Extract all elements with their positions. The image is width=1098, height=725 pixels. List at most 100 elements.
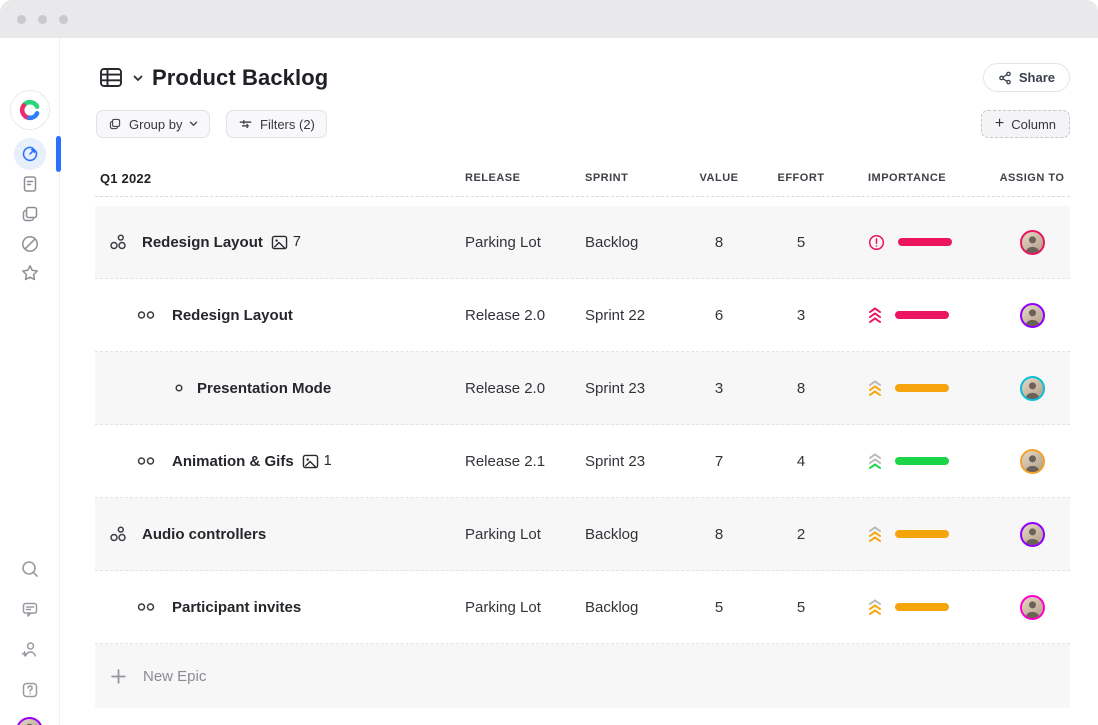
assignee-cell[interactable] xyxy=(994,375,1070,401)
sidebar-item-search[interactable] xyxy=(0,559,59,579)
effort-cell[interactable]: 5 xyxy=(796,233,806,251)
column-header-value[interactable]: VALUE xyxy=(699,172,739,184)
effort-cell[interactable]: 3 xyxy=(796,306,806,324)
value-cell[interactable]: 3 xyxy=(714,379,724,397)
assignee-cell[interactable] xyxy=(994,229,1070,255)
chevron-down-icon[interactable] xyxy=(133,75,143,82)
item-name-cell[interactable]: Redesign Layout 7 xyxy=(95,234,465,251)
table-view-icon[interactable] xyxy=(98,65,124,91)
column-header-importance[interactable]: IMPORTANCE xyxy=(868,172,947,184)
epic-icon xyxy=(110,234,126,250)
value-cell[interactable]: 5 xyxy=(714,598,724,616)
sidebar-item-notes[interactable] xyxy=(0,174,59,194)
share-button[interactable]: Share xyxy=(982,63,1070,92)
sidebar-item-favorites[interactable] xyxy=(0,263,59,283)
sidebar-item-dashboard[interactable] xyxy=(0,138,59,170)
value-cell[interactable]: 8 xyxy=(714,233,724,251)
assignee-cell[interactable] xyxy=(994,448,1070,474)
release-cell[interactable]: Parking Lot xyxy=(465,598,541,616)
assignee-cell[interactable] xyxy=(994,594,1070,620)
new-epic-row[interactable]: New Epic xyxy=(95,644,1070,708)
importance-bar xyxy=(895,457,949,465)
backlog-table: Q1 2022 RELEASE SPRINT VALUE EFFORT IMPO… xyxy=(95,160,1070,708)
release-cell[interactable]: Parking Lot xyxy=(465,233,541,251)
traffic-light-dot[interactable] xyxy=(38,14,47,24)
effort-cell[interactable]: 5 xyxy=(796,598,806,616)
item-name-cell[interactable]: Redesign Layout xyxy=(95,307,465,324)
importance-bar xyxy=(895,384,949,392)
item-type-icon xyxy=(137,453,155,469)
group-header[interactable]: Q1 2022 xyxy=(100,170,152,186)
importance-cell[interactable] xyxy=(849,525,994,543)
importance-cell[interactable] xyxy=(849,234,994,251)
add-column-button[interactable]: + Column xyxy=(980,110,1070,138)
item-name-cell[interactable]: Audio controllers xyxy=(95,526,465,543)
item-name-cell[interactable]: Presentation Mode xyxy=(95,380,465,397)
effort-cell[interactable]: 8 xyxy=(796,379,806,397)
value-cell[interactable]: 6 xyxy=(714,306,724,324)
release-cell[interactable]: Parking Lot xyxy=(465,525,541,543)
column-header-sprint[interactable]: SPRINT xyxy=(585,172,629,184)
release-cell[interactable]: Release 2.0 xyxy=(465,379,546,397)
assignee-cell[interactable] xyxy=(994,521,1070,547)
sidebar-item-help[interactable] xyxy=(0,680,59,700)
table-row[interactable]: Redesign Layout Release 2.0 Sprint 22 6 … xyxy=(95,279,1070,352)
epic-icon xyxy=(110,526,126,542)
attachment-indicator: 1 xyxy=(302,453,332,469)
release-cell[interactable]: Release 2.0 xyxy=(465,306,546,324)
image-icon xyxy=(271,235,288,249)
table-row[interactable]: Presentation Mode Release 2.0 Sprint 23 … xyxy=(95,352,1070,425)
notes-icon xyxy=(23,176,36,192)
new-epic-label: New Epic xyxy=(143,667,207,685)
table-row[interactable]: Redesign Layout 7 Parking Lot Backlog 8 … xyxy=(95,206,1070,279)
effort-cell[interactable]: 2 xyxy=(796,525,806,543)
sprint-cell[interactable]: Backlog xyxy=(585,598,639,616)
importance-cell[interactable] xyxy=(849,598,994,616)
table-body: Redesign Layout 7 Parking Lot Backlog 8 … xyxy=(95,206,1070,644)
assignee-avatar xyxy=(1019,594,1045,620)
sprint-cell[interactable]: Sprint 22 xyxy=(585,306,646,324)
sprint-cell[interactable]: Sprint 23 xyxy=(585,379,646,397)
sprint-cell[interactable]: Backlog xyxy=(585,233,639,251)
search-icon xyxy=(21,561,38,577)
effort-cell[interactable]: 4 xyxy=(796,452,806,470)
item-name: Presentation Mode xyxy=(197,379,332,397)
traffic-light-dot[interactable] xyxy=(17,14,26,24)
sidebar-item-invite[interactable] xyxy=(0,639,59,659)
traffic-light-dot[interactable] xyxy=(59,14,68,24)
sidebar-item-feedback[interactable] xyxy=(0,599,59,619)
item-name: Animation & Gifs xyxy=(172,452,294,470)
importance-cell[interactable] xyxy=(849,306,994,324)
filters-button[interactable]: Filters (2) xyxy=(226,110,327,138)
column-header-assign-to[interactable]: ASSIGN TO xyxy=(999,172,1065,184)
add-column-label: Column xyxy=(1011,116,1056,132)
sprint-cell[interactable]: Backlog xyxy=(585,525,639,543)
attachment-count: 7 xyxy=(292,234,301,250)
value-cell[interactable]: 7 xyxy=(714,452,724,470)
main-content: Product Backlog Share Group by Filters xyxy=(61,38,1098,725)
item-type-icon xyxy=(137,599,155,615)
sidebar-item-discover[interactable] xyxy=(0,234,59,254)
feature-icon xyxy=(137,311,155,319)
page-header: Product Backlog xyxy=(98,65,328,91)
item-name-cell[interactable]: Participant invites xyxy=(95,599,465,616)
column-header-release[interactable]: RELEASE xyxy=(465,172,521,184)
item-name-cell[interactable]: Animation & Gifs 1 xyxy=(95,453,465,470)
filter-icon xyxy=(239,119,252,129)
sidebar-item-pages[interactable] xyxy=(0,204,59,224)
assignee-cell[interactable] xyxy=(994,302,1070,328)
table-row[interactable]: Animation & Gifs 1 Release 2.1 Sprint 23… xyxy=(95,425,1070,498)
importance-cell[interactable] xyxy=(849,452,994,470)
table-row[interactable]: Participant invites Parking Lot Backlog … xyxy=(95,571,1070,644)
importance-cell[interactable] xyxy=(849,379,994,397)
group-by-button[interactable]: Group by xyxy=(96,110,211,138)
table-row[interactable]: Audio controllers Parking Lot Backlog 8 … xyxy=(95,498,1070,571)
sidebar-item-profile[interactable] xyxy=(0,717,59,725)
app-logo[interactable] xyxy=(0,90,59,130)
importance-bar xyxy=(898,238,952,246)
value-cell[interactable]: 8 xyxy=(714,525,724,543)
sprint-cell[interactable]: Sprint 23 xyxy=(585,452,646,470)
column-header-effort[interactable]: EFFORT xyxy=(777,172,825,184)
feedback-icon xyxy=(22,602,37,617)
release-cell[interactable]: Release 2.1 xyxy=(465,452,546,470)
